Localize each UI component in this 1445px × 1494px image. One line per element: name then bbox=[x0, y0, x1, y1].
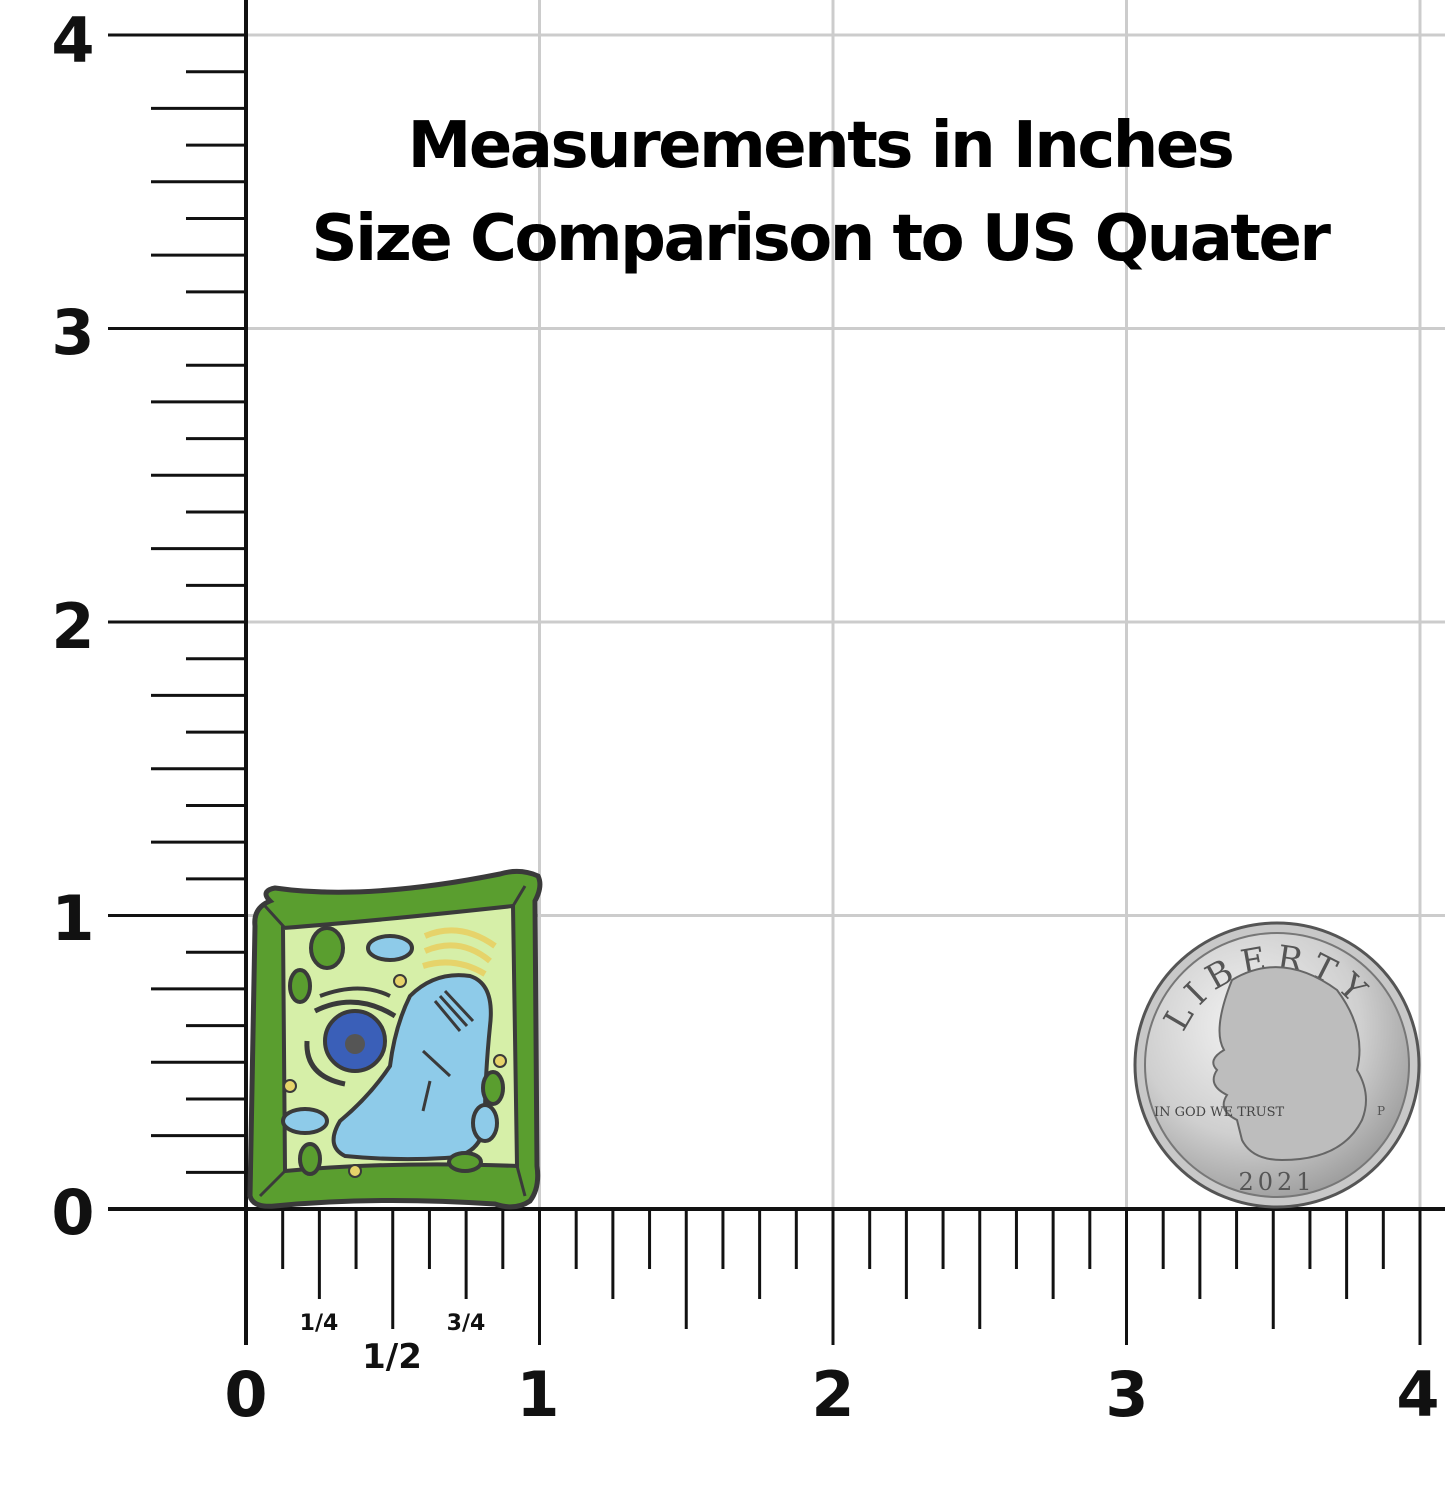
title-line-1: Measurements in Inches bbox=[407, 109, 1235, 183]
fraction-label-quarter: 1/4 bbox=[299, 1311, 339, 1336]
title-line-2: Size Comparison to US Quater bbox=[311, 202, 1331, 276]
x-label-3: 3 bbox=[1105, 1358, 1149, 1431]
x-label-1: 1 bbox=[516, 1358, 560, 1431]
coin-mint-mark: P bbox=[1377, 1104, 1385, 1118]
fraction-label-half: 1/2 bbox=[362, 1337, 422, 1377]
x-label-4: 4 bbox=[1396, 1358, 1440, 1431]
us-quarter-image: LIBERTY IN GOD WE TRUST 2021 P bbox=[1133, 921, 1421, 1209]
x-label-0: 0 bbox=[224, 1358, 268, 1431]
plant-cell-pin-image bbox=[247, 868, 543, 1210]
y-label-3: 3 bbox=[51, 296, 95, 369]
y-label-0: 0 bbox=[51, 1176, 95, 1249]
y-label-1: 1 bbox=[51, 882, 95, 955]
fraction-label-three-quarter: 3/4 bbox=[446, 1311, 486, 1336]
x-label-2: 2 bbox=[811, 1358, 855, 1431]
y-label-4: 4 bbox=[51, 4, 95, 77]
coin-year: 2021 bbox=[1238, 1168, 1315, 1196]
y-label-2: 2 bbox=[51, 590, 95, 663]
coin-inscription-in-god-we-trust: IN GOD WE TRUST bbox=[1154, 1105, 1285, 1120]
